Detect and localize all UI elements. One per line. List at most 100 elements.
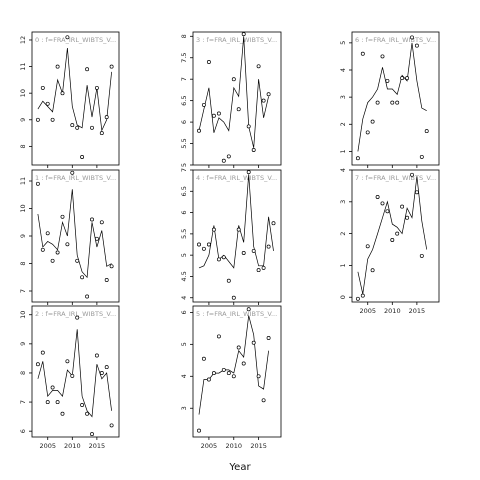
- observation-point: [206, 60, 211, 64]
- y-tick-label: 7: [19, 289, 27, 293]
- observation-point: [80, 275, 85, 280]
- y-tick-label: 4: [180, 296, 188, 300]
- observation-point: [360, 51, 365, 56]
- panel-frame: [192, 305, 282, 438]
- observation-point: [424, 129, 429, 134]
- observation-point: [395, 231, 400, 236]
- y-tick-label: 9: [19, 234, 27, 238]
- observation-point: [60, 411, 65, 416]
- y-tick-label: 4: [339, 168, 347, 172]
- panel-title: 4 : f=FRA_IRL_WIBTS_V...: [196, 174, 277, 182]
- x-tick-label: 2010: [64, 442, 81, 450]
- observation-point: [109, 264, 114, 269]
- observation-point: [75, 315, 80, 320]
- observation-point: [390, 100, 395, 105]
- observation-point: [70, 373, 75, 378]
- fitted-line: [37, 329, 112, 418]
- observation-point: [35, 117, 40, 122]
- observation-point: [251, 248, 256, 253]
- observation-point: [99, 131, 104, 136]
- observation-point: [104, 365, 109, 370]
- y-tick-label: 1: [339, 263, 347, 267]
- observation-point: [405, 76, 410, 81]
- panel-title: 1 : f=FRA_IRL_WIBTS_V...: [35, 174, 116, 182]
- observation-point: [216, 111, 221, 116]
- observation-point: [355, 156, 360, 161]
- observation-point: [211, 227, 216, 232]
- observation-point: [50, 258, 55, 263]
- panel-title: 6 : f=FRA_IRL_WIBTS_V...: [355, 36, 436, 44]
- observation-point: [221, 367, 226, 372]
- x-tick-label: 2015: [250, 442, 267, 450]
- fitted-line: [198, 36, 269, 148]
- x-tick-label: 2005: [39, 442, 56, 450]
- observation-point: [400, 204, 405, 209]
- y-tick-label: 12: [19, 36, 27, 44]
- observation-point: [197, 428, 201, 433]
- y-tick-label: 11: [19, 62, 27, 70]
- observation-point: [365, 130, 370, 135]
- observation-point: [370, 119, 375, 124]
- observation-point: [414, 190, 419, 195]
- observation-point: [375, 100, 380, 105]
- observation-point: [410, 172, 414, 177]
- observation-point: [70, 170, 75, 175]
- observation-point: [94, 85, 99, 90]
- observation-point: [109, 423, 114, 428]
- y-tick-label: 0: [339, 295, 347, 299]
- fitted-line: [198, 315, 269, 415]
- panel-frame: [192, 169, 282, 303]
- y-tick-label: 8: [180, 34, 188, 38]
- observation-point: [246, 307, 251, 312]
- y-tick-label: 7.5: [180, 53, 188, 63]
- observation-point: [355, 296, 360, 301]
- panel-title: 0 : f=FRA_IRL_WIBTS_V...: [35, 36, 116, 44]
- observation-point: [90, 125, 94, 130]
- y-tick-label: 10: [19, 311, 27, 319]
- y-tick-label: 10: [19, 204, 27, 212]
- observation-point: [35, 181, 40, 186]
- observation-point: [241, 361, 246, 366]
- observation-point: [226, 278, 231, 283]
- observation-point: [419, 154, 424, 159]
- observation-point: [40, 85, 45, 90]
- observation-point: [231, 77, 236, 82]
- facet-panel-7: 7 : f=FRA_IRL_WIBTS_V... 0 1 2 3 4 2005 2010 201…: [339, 168, 440, 315]
- observation-point: [99, 371, 104, 375]
- observation-point: [201, 356, 206, 361]
- observation-point: [266, 92, 271, 97]
- observation-point: [45, 400, 50, 405]
- observation-point: [109, 64, 114, 69]
- observation-point: [75, 125, 80, 130]
- y-tick-label: 5: [180, 342, 188, 346]
- y-tick-label: 7: [180, 168, 188, 172]
- y-tick-label: 3: [339, 95, 347, 99]
- observation-point: [231, 295, 236, 300]
- fitted-line: [37, 47, 112, 132]
- y-tick-label: 4: [180, 374, 188, 378]
- observation-point: [385, 209, 390, 214]
- observation-point: [236, 227, 241, 232]
- y-tick-label: 8: [19, 144, 27, 148]
- observation-point: [375, 195, 380, 199]
- observation-point: [197, 128, 201, 133]
- observation-point: [216, 257, 221, 262]
- facet-panel-0: 0 : f=FRA_IRL_WIBTS_V... 8 9 10 11 12: [19, 31, 120, 168]
- y-tick-label: 6: [180, 310, 188, 314]
- y-tick-label: 5: [339, 41, 347, 45]
- observation-point: [216, 334, 221, 339]
- y-tick-label: 2: [339, 122, 347, 126]
- x-tick-label: 2010: [225, 442, 242, 450]
- observation-point: [65, 35, 70, 40]
- observation-point: [201, 102, 206, 107]
- observation-point: [266, 244, 271, 249]
- observation-point: [261, 265, 266, 270]
- facet-panel-2: 2 : f=FRA_IRL_WIBTS_V... 6 7 8 9 10 2005 2010 20…: [19, 305, 120, 450]
- panel-frame: [192, 31, 282, 166]
- observation-point: [271, 221, 276, 226]
- observation-point: [75, 258, 80, 263]
- observation-point: [85, 67, 90, 72]
- y-tick-label: 5.5: [180, 229, 188, 239]
- observation-point: [221, 158, 226, 163]
- y-tick-label: 5: [180, 163, 188, 167]
